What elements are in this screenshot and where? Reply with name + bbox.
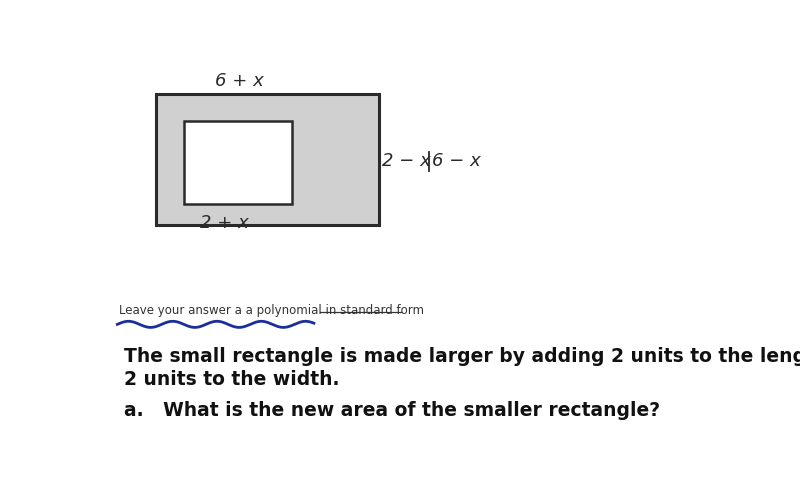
Text: 2 − x: 2 − x	[382, 152, 431, 170]
Text: The small rectangle is made larger by adding 2 units to the lengtℎ: The small rectangle is made larger by ad…	[123, 348, 800, 367]
Text: a.   What is the new area of the smaller rectangle?: a. What is the new area of the smaller r…	[123, 401, 660, 420]
Text: Leave your answer a a polynomial in standard form: Leave your answer a a polynomial in stan…	[118, 304, 424, 317]
Text: 2 + x: 2 + x	[200, 214, 248, 232]
Text: 6 + x: 6 + x	[215, 72, 264, 90]
Text: 2 units to the width.: 2 units to the width.	[123, 371, 339, 389]
Bar	[156, 94, 379, 225]
Bar	[184, 121, 292, 204]
Text: 6 − x: 6 − x	[432, 152, 481, 170]
